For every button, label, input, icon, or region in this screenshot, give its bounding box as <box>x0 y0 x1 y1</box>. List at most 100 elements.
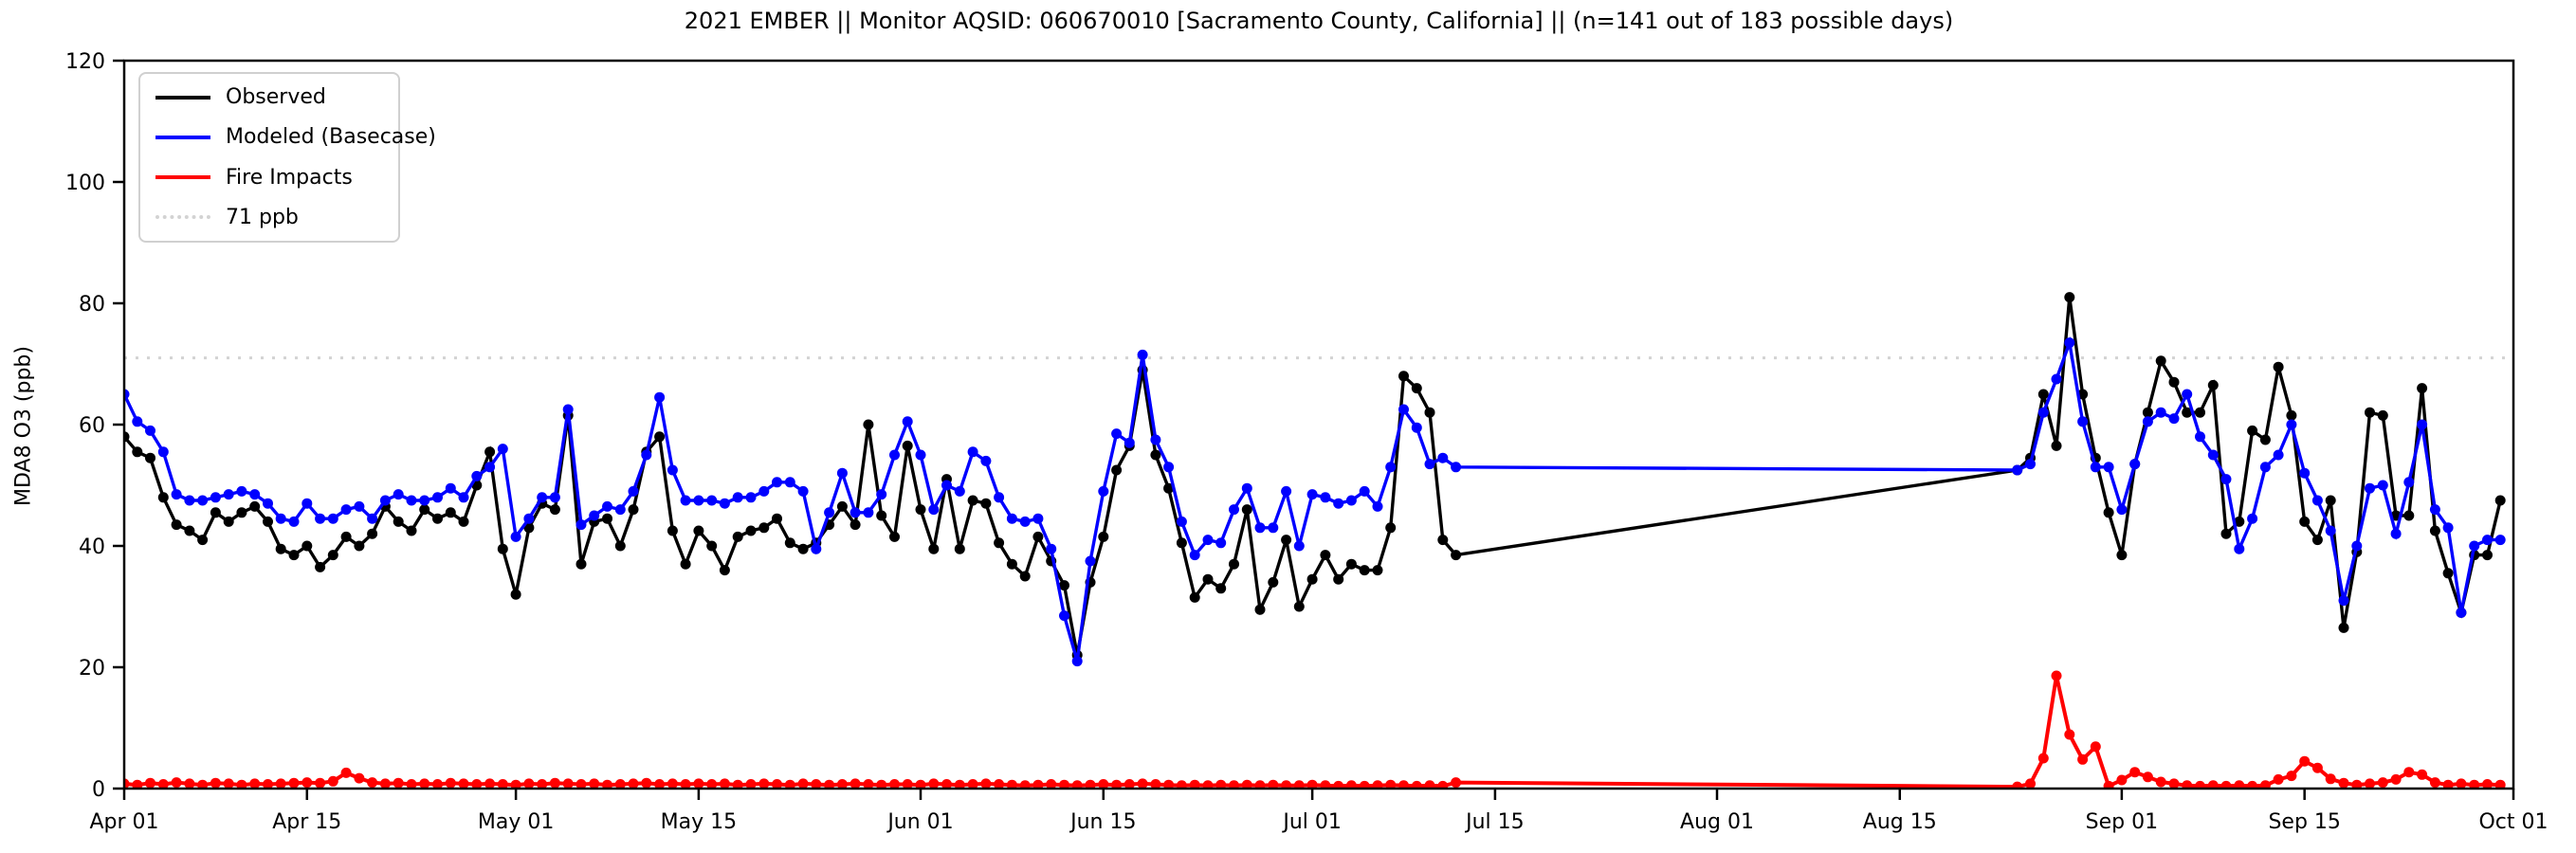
fire-series-marker <box>275 778 286 789</box>
fire-series-marker <box>1241 779 1252 789</box>
modeled-series-marker <box>2273 449 2284 461</box>
observed-series-marker <box>889 531 900 542</box>
fire-series-marker <box>941 779 952 789</box>
observed-line-icon <box>155 95 210 100</box>
modeled-series-marker <box>1019 516 1031 527</box>
observed-series-marker <box>275 543 286 554</box>
modeled-series-marker <box>2299 467 2311 479</box>
observed-series-marker <box>1411 383 1422 394</box>
observed-series-marker <box>1006 558 1017 570</box>
fire-series-marker <box>706 779 718 789</box>
observed-series-marker <box>1189 591 1200 603</box>
modeled-series-marker <box>1372 500 1383 512</box>
modeled-series-marker <box>171 489 182 500</box>
fire-series-marker <box>2051 670 2062 681</box>
observed-series-marker <box>836 500 848 512</box>
fire-series-marker <box>1424 780 1435 789</box>
fire-series-marker <box>2207 780 2219 789</box>
modeled-series-marker <box>249 489 261 500</box>
observed-series-marker <box>1019 571 1031 582</box>
fire-series-marker <box>458 778 469 789</box>
observed-series-marker <box>2273 361 2284 372</box>
fire-series-marker <box>1046 779 1057 789</box>
modeled-series-marker <box>628 485 639 497</box>
observed-series-marker <box>2417 383 2428 394</box>
observed-series-marker <box>2325 495 2336 506</box>
fire-series-marker <box>1059 779 1069 789</box>
modeled-series-marker <box>797 485 809 497</box>
x-tick-label: Aug 15 <box>1863 810 1937 834</box>
modeled-series-marker <box>2482 535 2493 546</box>
fire-series-marker <box>693 778 704 789</box>
fire-series-marker <box>602 779 612 789</box>
observed-series-marker <box>797 543 809 554</box>
modeled-series-marker <box>641 449 652 461</box>
fire-series-marker <box>367 777 378 789</box>
modeled-series-marker <box>602 500 612 512</box>
fire-series-marker <box>1359 780 1370 789</box>
fire-series-marker <box>2365 778 2375 789</box>
modeled-series-marker <box>484 462 496 473</box>
modeled-series-marker <box>2351 540 2363 552</box>
modeled-series-marker <box>589 510 600 521</box>
fire-series-marker <box>184 778 195 789</box>
observed-series-marker <box>184 525 195 536</box>
legend-item-modeled: Modeled (Basecase) <box>155 125 436 149</box>
modeled-series-marker <box>537 492 548 503</box>
fire-series-marker <box>301 777 313 789</box>
modeled-series-marker <box>2417 419 2428 430</box>
fire-series-marker <box>2351 779 2363 789</box>
fire-series-marker <box>537 779 548 789</box>
fire-series-marker <box>1398 780 1409 789</box>
y-tick-label: 120 <box>65 50 105 74</box>
x-tick-label: Apr 01 <box>89 810 158 834</box>
modeled-series-marker <box>1150 434 1161 445</box>
fire-series-marker <box>340 767 352 778</box>
modeled-series-marker <box>510 531 521 542</box>
fire-series-marker <box>523 778 535 789</box>
fire-series-marker <box>2286 771 2297 782</box>
modeled-series-marker <box>2116 504 2128 516</box>
observed-series-marker <box>784 537 795 549</box>
observed-series-marker <box>719 565 730 576</box>
modeled-series-marker <box>2103 462 2114 473</box>
fire-series-marker <box>954 779 965 789</box>
fire-series-marker <box>197 779 209 789</box>
fire-series-marker <box>2182 780 2193 789</box>
fire-series-marker <box>1372 780 1383 789</box>
observed-series-marker <box>367 528 378 539</box>
observed-series-marker <box>124 431 130 443</box>
fire-series-marker <box>980 778 992 789</box>
x-tick-label: Jun 15 <box>1069 810 1136 834</box>
fire-series-marker <box>315 777 326 789</box>
observed-series-marker <box>602 513 612 524</box>
observed-series-marker <box>876 510 887 521</box>
fire-series-marker <box>1451 777 1462 789</box>
legend-item-threshold: 71 ppb <box>155 206 381 229</box>
observed-series-marker <box>354 540 365 552</box>
modeled-series-marker <box>2338 595 2349 607</box>
x-tick-label: Sep 15 <box>2268 810 2340 834</box>
fire-series-marker <box>2195 780 2205 789</box>
modeled-series-marker <box>1359 485 1370 497</box>
y-tick-label: 40 <box>79 535 105 559</box>
observed-series-marker <box>263 516 273 527</box>
observed-series-marker <box>2142 407 2153 418</box>
fire-series-marker <box>1281 780 1292 789</box>
modeled-series-marker <box>732 492 743 503</box>
modeled-series-marker <box>667 464 678 476</box>
fire-series-marker <box>784 779 795 789</box>
fire-series-marker <box>850 778 861 789</box>
fire-series-marker <box>797 778 809 789</box>
modeled-series-marker <box>1137 349 1148 360</box>
fire-series-marker <box>575 779 587 789</box>
fire-series-marker <box>1163 779 1175 789</box>
fire-series-marker <box>2482 779 2493 789</box>
observed-series-marker <box>758 522 770 534</box>
observed-series-marker <box>628 504 639 516</box>
modeled-series-marker <box>811 543 822 554</box>
observed-series-marker <box>667 525 678 536</box>
modeled-series-marker <box>432 492 443 503</box>
observed-series-marker <box>1281 535 1292 546</box>
